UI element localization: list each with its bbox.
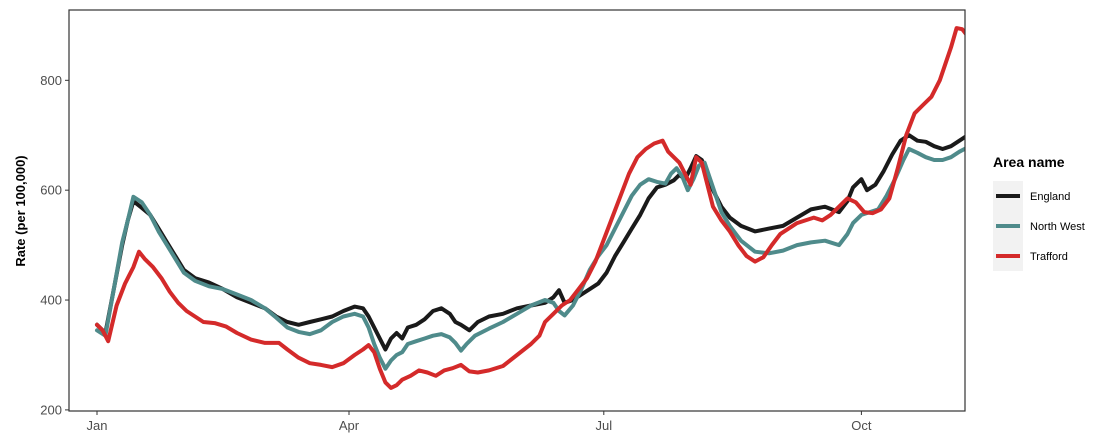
x-tick-label: Apr bbox=[339, 418, 360, 433]
y-tick-label: 600 bbox=[40, 183, 62, 198]
y-tick-label: 200 bbox=[40, 402, 62, 417]
series-lines bbox=[95, 26, 965, 390]
y-tick-label: 400 bbox=[40, 293, 62, 308]
x-tick-label: Jul bbox=[595, 418, 612, 433]
x-tick-label: Jan bbox=[87, 418, 108, 433]
y-axis: 200 400 600 800 bbox=[40, 73, 69, 417]
x-axis: Jan Apr Jul Oct bbox=[87, 411, 872, 433]
panel-border bbox=[68, 9, 966, 412]
legend-label-trafford: Trafford bbox=[1030, 251, 1068, 263]
legend-title: Area name bbox=[993, 154, 1065, 170]
y-axis-title: Rate (per 100,000) bbox=[13, 155, 28, 266]
legend-label-north-west: North West bbox=[1030, 221, 1085, 233]
y-tick-label: 800 bbox=[40, 73, 62, 88]
series-line-trafford bbox=[95, 26, 965, 390]
legend: Area name England North West Trafford bbox=[993, 154, 1085, 271]
x-tick-label: Oct bbox=[851, 418, 872, 433]
series-line-north-west bbox=[95, 146, 965, 371]
legend-label-england: England bbox=[1030, 191, 1070, 203]
